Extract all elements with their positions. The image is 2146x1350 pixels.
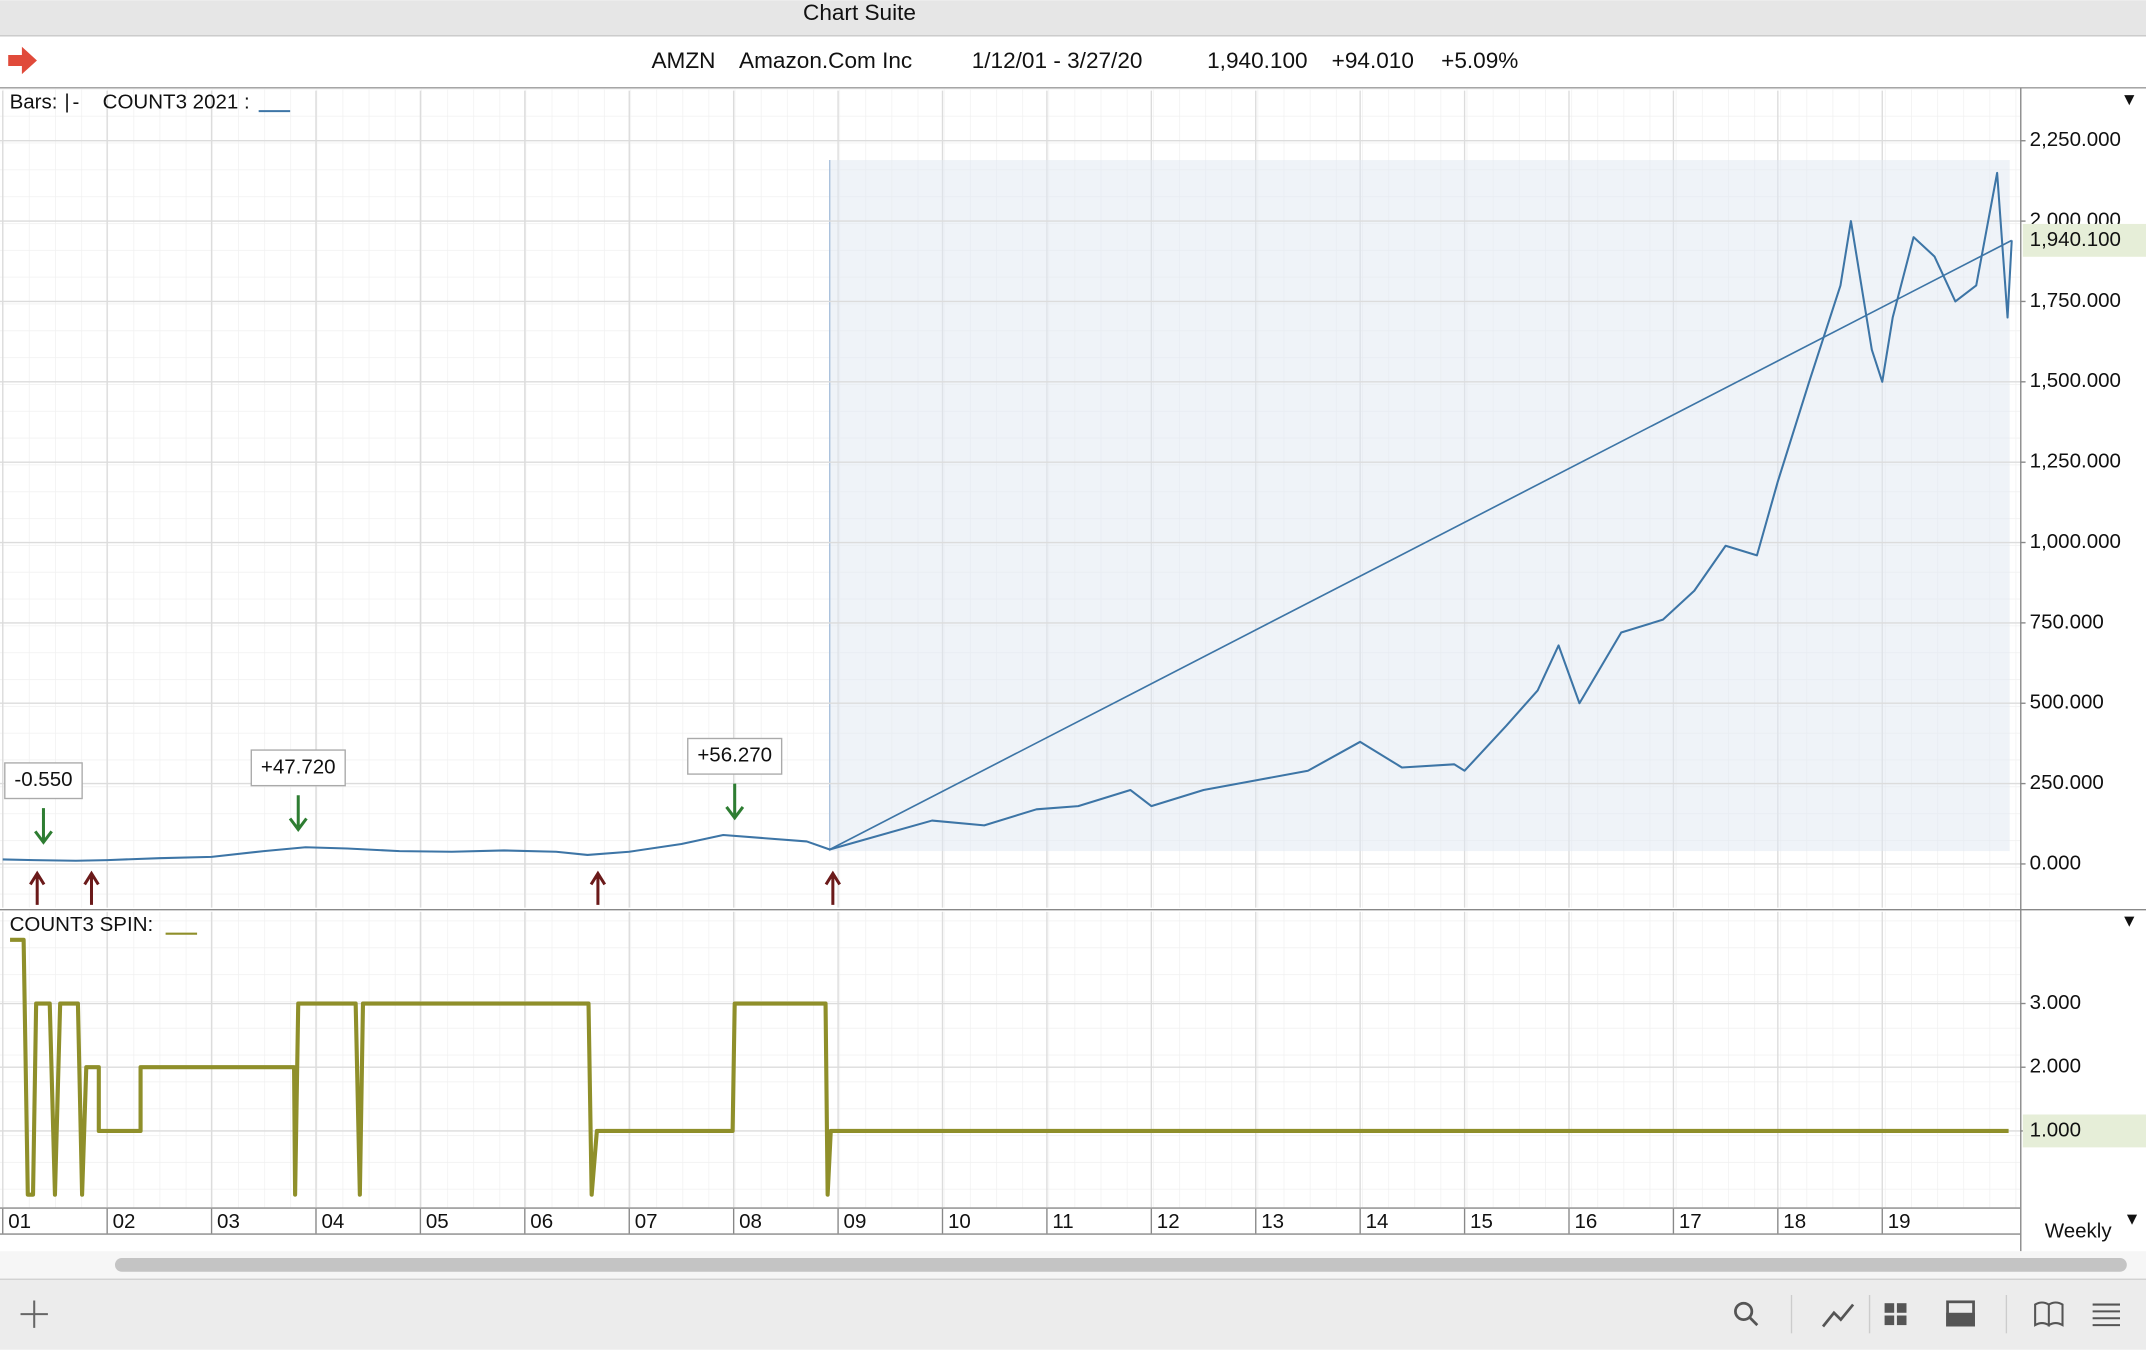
y-tick-label: 1,000.000	[2030, 530, 2121, 553]
annotation-box	[4, 762, 83, 800]
x-tick-label: 07	[635, 1210, 658, 1233]
title-bar	[0, 0, 2146, 36]
last-price: 1,940.100	[1207, 48, 1307, 73]
y-tick-label: 500.000	[2030, 691, 2104, 714]
annotation-label: +56.270	[697, 744, 772, 767]
annotation-arrow	[288, 795, 308, 832]
annotation-arrow	[725, 783, 745, 821]
annotation-arrow	[34, 808, 53, 845]
y-tick-label: 1,500.000	[2030, 369, 2121, 392]
x-tick-label: 16	[1574, 1210, 1597, 1233]
x-tick-label: 08	[739, 1210, 762, 1233]
menu-button[interactable]	[2092, 1303, 2120, 1327]
change: +94.010	[1332, 48, 1414, 73]
change-pct: +5.09%	[1441, 48, 1518, 73]
annotation-box	[687, 737, 783, 775]
x-tick-label: 10	[948, 1210, 971, 1233]
spin-label: COUNT3 SPIN:	[10, 913, 154, 936]
add-button[interactable]	[20, 1300, 48, 1328]
x-tick-label: 02	[113, 1210, 136, 1233]
last-value-label: 1.000	[2030, 1118, 2081, 1141]
x-tick-label: 04	[321, 1210, 344, 1233]
layout-button[interactable]	[1884, 1303, 1907, 1326]
header-bar	[0, 37, 2146, 88]
draw-button[interactable]	[1821, 1303, 1855, 1328]
x-tick-label: 18	[1783, 1210, 1806, 1233]
last-value-label: 1,940.100	[2030, 228, 2121, 251]
signal-arrow	[824, 870, 841, 905]
x-tick-label: 06	[530, 1210, 553, 1233]
bars-label: Bars:	[10, 90, 58, 113]
x-tick-label: 19	[1888, 1210, 1911, 1233]
bars-dash: -	[73, 90, 80, 113]
annotation-box	[250, 749, 346, 787]
bars-style[interactable]: |	[64, 90, 69, 113]
menu-caret[interactable]: ▾	[2124, 909, 2135, 932]
y-tick-label: 1,750.000	[2030, 289, 2121, 312]
panel-button[interactable]	[1946, 1300, 1975, 1327]
signal-arrow	[29, 870, 46, 905]
signal-arrow	[589, 870, 607, 905]
study-label: COUNT3 2021 :	[103, 90, 250, 113]
x-tick-label: 03	[217, 1210, 240, 1233]
toolbar	[0, 1278, 2146, 1350]
x-tick-label: 05	[426, 1210, 449, 1233]
search-button[interactable]	[1734, 1301, 1759, 1327]
y-tick-label: 2,250.000	[2030, 128, 2121, 151]
x-tick-label: 11	[1052, 1210, 1073, 1233]
annotation-label: -0.550	[14, 768, 72, 791]
x-tick-label: 17	[1679, 1210, 1702, 1233]
x-tick-label: 01	[8, 1210, 31, 1233]
annotation: -0.550	[4, 762, 83, 845]
scrollbar-thumb[interactable]	[114, 1258, 2127, 1272]
nav-arrow[interactable]	[8, 46, 37, 75]
y-tick-label: 3.000	[2030, 991, 2081, 1014]
spin-panel	[0, 911, 2021, 1208]
series-line	[10, 937, 2009, 1197]
x-tick-label: 14	[1366, 1210, 1389, 1233]
y-tick-label: 250.000	[2030, 771, 2104, 794]
y-tick-label: 2.000	[2030, 1055, 2081, 1078]
x-tick-label: 12	[1157, 1210, 1180, 1233]
menu-caret[interactable]: ▾	[2127, 1207, 2138, 1230]
annotation: +56.270	[687, 737, 783, 821]
x-tick-label: 09	[844, 1210, 867, 1233]
signal-arrow	[83, 870, 100, 905]
periodicity[interactable]: Weekly	[2045, 1219, 2113, 1242]
menu-caret[interactable]: ▾	[2124, 88, 2135, 111]
x-tick-label: 13	[1261, 1210, 1284, 1233]
highlight-region	[829, 160, 2010, 852]
company-name: Amazon.Com Inc	[739, 48, 912, 73]
y-tick-label: 0.000	[2030, 851, 2081, 874]
y-tick-label: 1,250.000	[2030, 450, 2121, 473]
date-range: 1/12/01 - 3/27/20	[972, 48, 1143, 73]
trend-line	[829, 239, 2013, 851]
y-tick-label: 750.000	[2030, 610, 2104, 633]
x-tick-label: 15	[1470, 1210, 1493, 1233]
last-value-badge	[2022, 1114, 2146, 1148]
book-button[interactable]	[2034, 1301, 2064, 1327]
window-title: Chart Suite	[803, 0, 916, 25]
series-line	[2, 171, 2013, 862]
symbol: AMZN	[651, 48, 715, 73]
last-value-badge	[2022, 223, 2146, 257]
annotation-label: +47.720	[261, 755, 336, 778]
annotation: +47.720	[250, 749, 346, 832]
